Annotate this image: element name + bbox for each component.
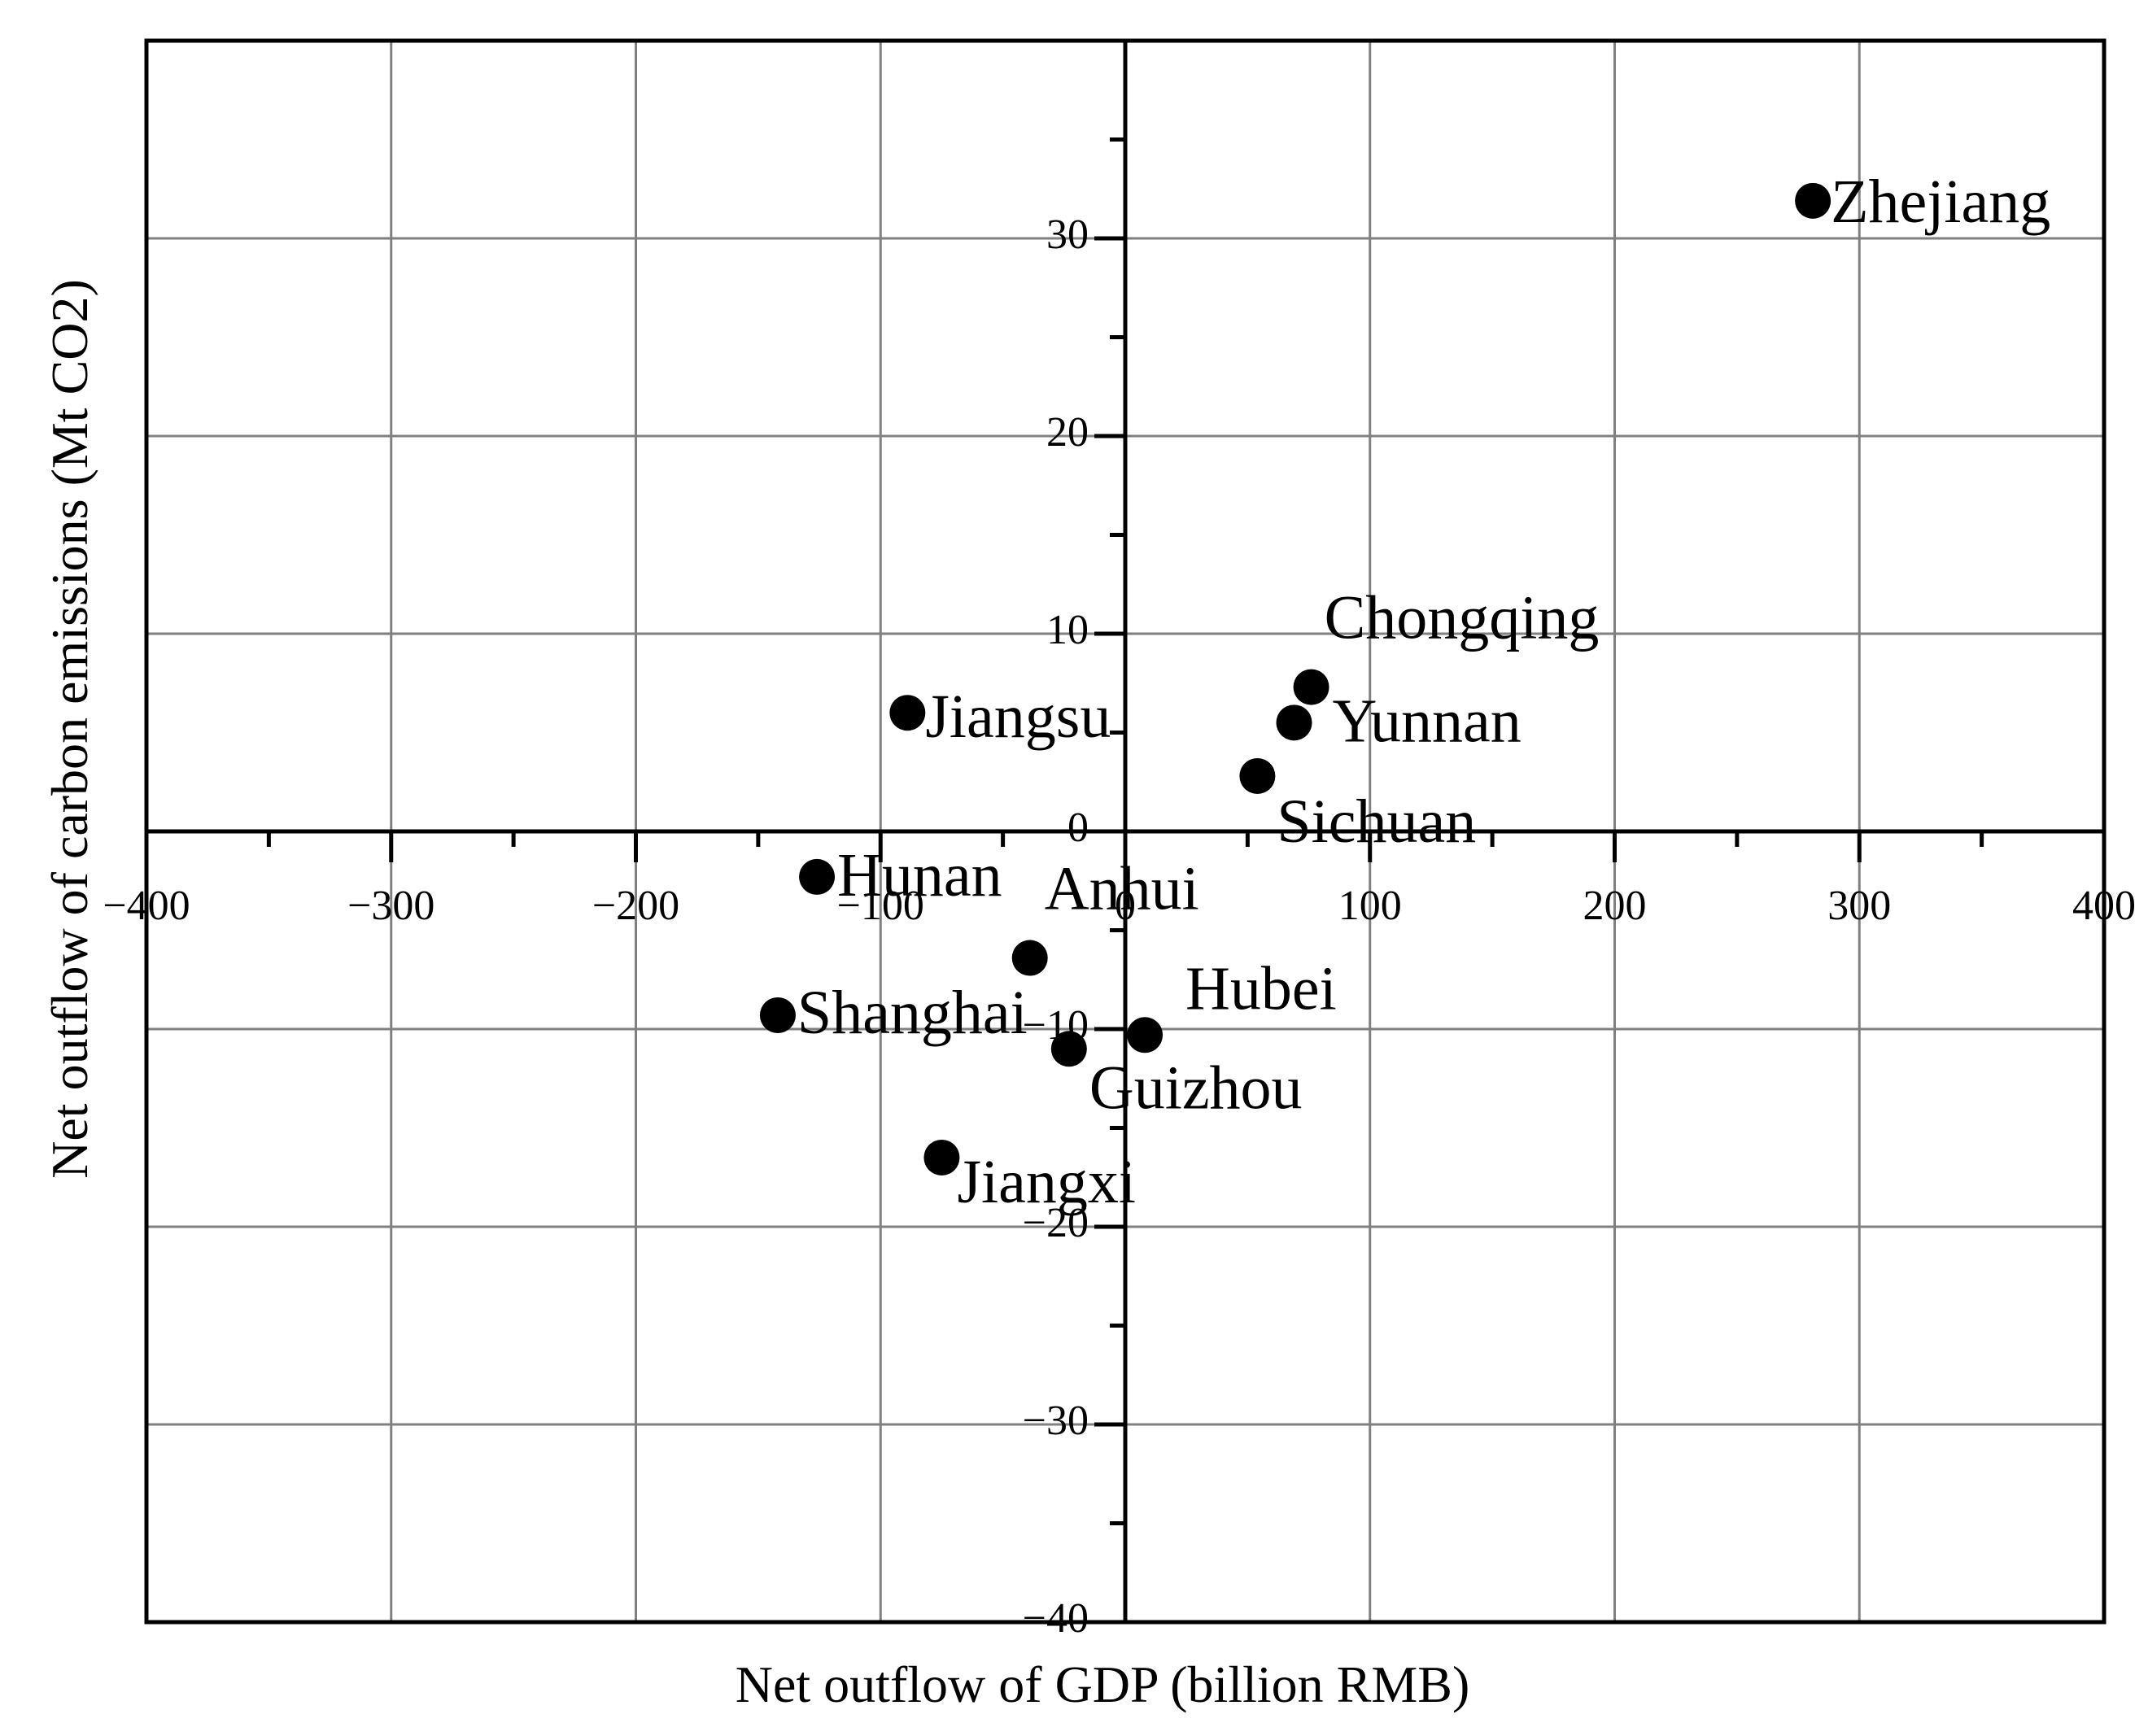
data-point-yunnan (1276, 704, 1312, 741)
data-point-label-anhui: Anhui (1045, 855, 1199, 923)
y-tick-label: 10 (1046, 607, 1089, 653)
y-tick-label: −30 (1023, 1398, 1089, 1444)
data-point-shanghai (759, 997, 796, 1033)
x-tick-label: 0 (1115, 883, 1136, 929)
x-tick-label: 400 (2072, 883, 2136, 929)
data-point-label-zhejiang: Zhejiang (1831, 168, 2050, 236)
data-point-label-jiangsu: Jiangsu (925, 683, 1111, 751)
data-point-label-guizhou: Guizhou (1089, 1053, 1303, 1122)
y-tick-label: 30 (1046, 212, 1089, 258)
y-tick-label: −40 (1023, 1595, 1089, 1642)
data-point-anhui (1011, 940, 1048, 976)
x-tick-label: 100 (1338, 883, 1402, 929)
data-point-hunan (799, 858, 836, 895)
data-point-hubei (1127, 1017, 1164, 1053)
x-tick-label: −300 (347, 883, 434, 929)
data-point-label-hubei: Hubei (1185, 954, 1337, 1023)
data-point-label-chongqing: Chongqing (1325, 584, 1600, 652)
data-point-guizhou (1050, 1031, 1087, 1067)
data-point-chongqing (1293, 669, 1329, 705)
y-tick-label: 0 (1067, 805, 1089, 851)
y-tick-label: −20 (1023, 1200, 1089, 1246)
data-point-label-jiangxi: Jiangxi (957, 1148, 1136, 1216)
data-point-label-sichuan: Sichuan (1277, 787, 1476, 856)
data-point-sichuan (1239, 757, 1276, 794)
x-tick-label: −200 (592, 883, 679, 929)
x-tick-label: −100 (837, 883, 924, 929)
x-axis-title: Net outflow of GDP (billion RMB) (735, 1655, 1470, 1713)
y-axis-title: Net outflow of carbon emissions (Mt CO2) (41, 279, 98, 1179)
data-point-zhejiang (1795, 182, 1831, 219)
x-tick-label: −400 (103, 883, 190, 929)
x-tick-label: 300 (1827, 883, 1891, 929)
data-point-label-hunan: Hunan (837, 841, 1002, 909)
data-point-label-yunnan: Yunnan (1333, 687, 1522, 755)
x-tick-label: 200 (1583, 883, 1647, 929)
data-point-jiangsu (889, 695, 926, 731)
data-point-label-shanghai: Shanghai (797, 979, 1028, 1047)
y-tick-label: 20 (1046, 409, 1089, 456)
data-point-jiangxi (923, 1139, 960, 1176)
